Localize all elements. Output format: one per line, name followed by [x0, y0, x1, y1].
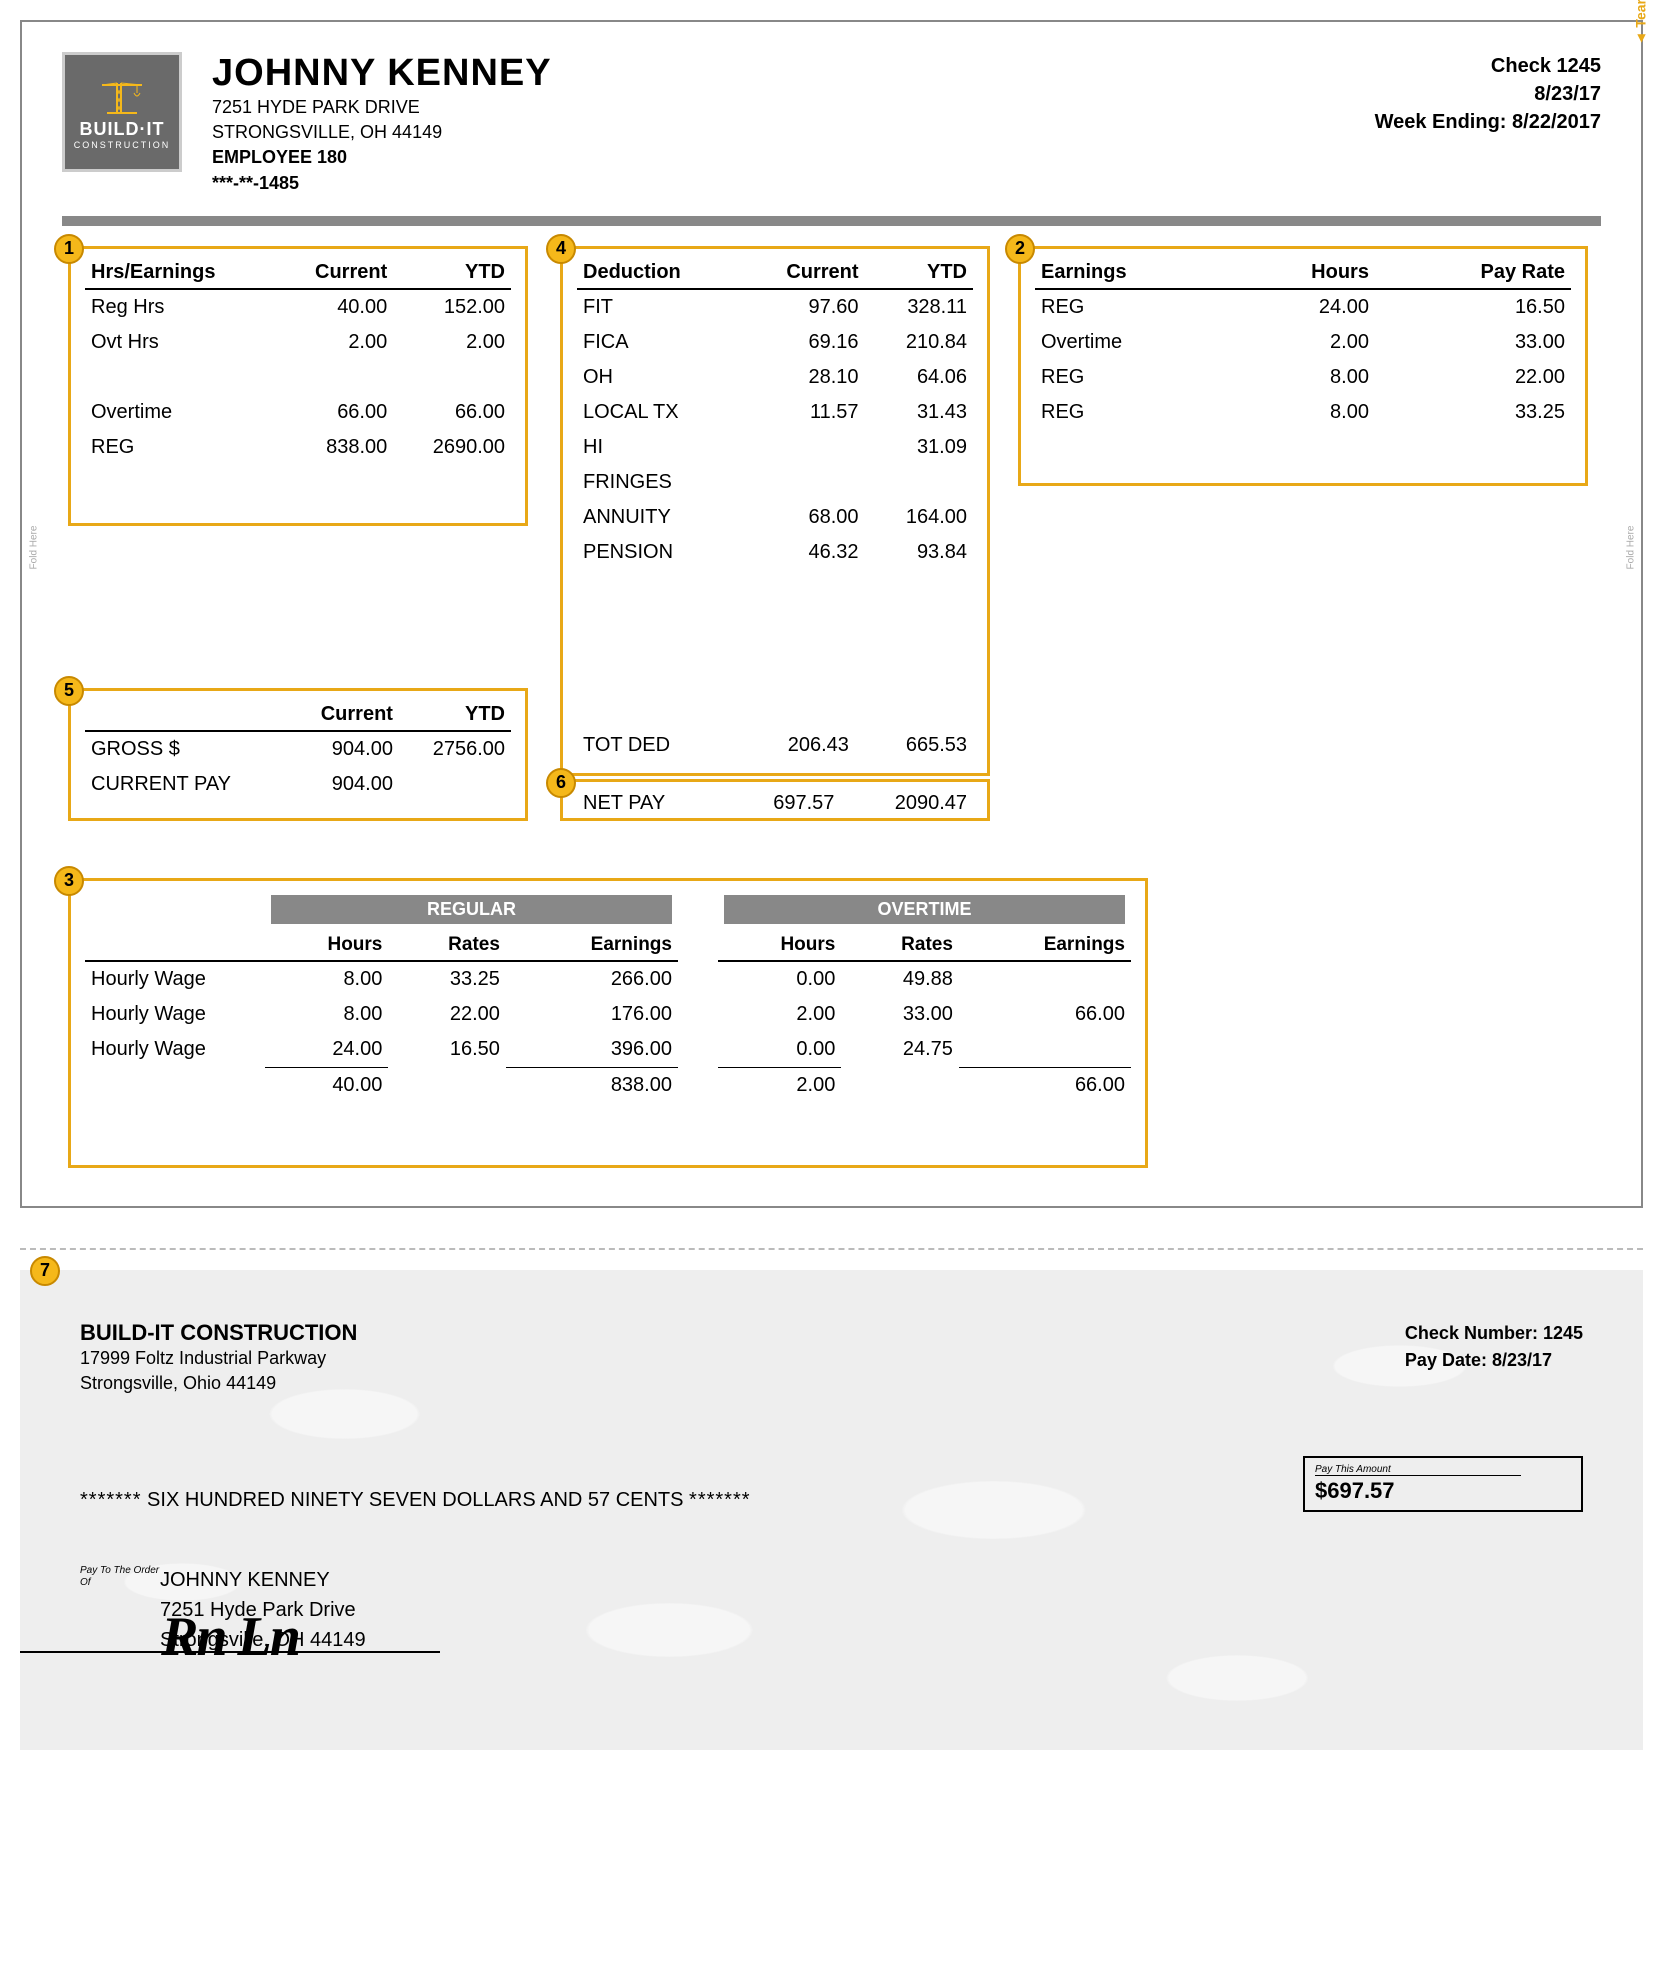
gross-table: CurrentYTD GROSS $904.002756.00 CURRENT …: [85, 699, 511, 802]
badge-6: 6: [546, 768, 576, 798]
badge-1: 1: [54, 234, 84, 264]
wage-detail-table: REGULAR OVERTIME HoursRatesEarnings Hour…: [85, 889, 1131, 1103]
overtime-section-bar: OVERTIME: [724, 895, 1125, 924]
check-number-line: Check Number: 1245: [1405, 1320, 1583, 1347]
logo-text-sub: CONSTRUCTION: [74, 140, 171, 150]
badge-7: 7: [30, 1256, 60, 1286]
amount-value: $697.57: [1315, 1478, 1521, 1504]
check-info: Check 1245 8/23/17 Week Ending: 8/22/201…: [1375, 52, 1601, 136]
fold-here-left: Fold Here: [28, 526, 39, 570]
pay-this-amount-label: Pay This Amount: [1315, 1464, 1521, 1476]
fold-here-right: Fold Here: [1626, 526, 1637, 570]
employee-name: JOHNNY KENNEY: [212, 52, 1375, 95]
check-number: Check 1245: [1375, 52, 1601, 80]
paystub-container: Fold Here Fold Here BUILD·IT CONSTRUC: [20, 20, 1643, 1208]
badge-2: 2: [1005, 234, 1035, 264]
check-date: 8/23/17: [1375, 80, 1601, 108]
netpay-table: NET PAY697.572090.47: [577, 786, 973, 821]
pay-to-label: Pay To The Order Of: [80, 1565, 160, 1589]
signature: Rn Ln: [20, 1605, 440, 1669]
crane-icon: [97, 75, 147, 115]
check-company-block: BUILD-IT CONSTRUCTION 17999 Foltz Indust…: [80, 1320, 357, 1396]
badge-3: 3: [54, 866, 84, 896]
employee-info: JOHNNY KENNEY 7251 HYDE PARK DRIVE STRON…: [212, 52, 1375, 196]
deductions-box: DeductionCurrentYTD FIT97.60328.11 FICA6…: [560, 246, 990, 776]
wage-detail-box: REGULAR OVERTIME HoursRatesEarnings Hour…: [68, 878, 1148, 1168]
company-logo: BUILD·IT CONSTRUCTION: [62, 52, 182, 172]
hrs-earnings-table: Hrs/EarningsCurrentYTD Reg Hrs40.00152.0…: [85, 257, 511, 465]
employee-id: EMPLOYEE 180: [212, 145, 1375, 170]
netpay-box: NET PAY697.572090.47: [560, 779, 990, 821]
gross-box: CurrentYTD GROSS $904.002756.00 CURRENT …: [68, 688, 528, 821]
check-company-addr2: Strongsville, Ohio 44149: [80, 1371, 357, 1396]
week-ending: Week Ending: 8/22/2017: [1375, 108, 1601, 136]
tot-ded-row: TOT DED206.43665.53: [577, 728, 973, 763]
paystub-grid: 1 Hrs/EarningsCurrentYTD Reg Hrs40.00152…: [62, 246, 1601, 1166]
employee-addr1: 7251 HYDE PARK DRIVE: [212, 95, 1375, 120]
check-paydate-line: Pay Date: 8/23/17: [1405, 1347, 1583, 1374]
payee-name: JOHNNY KENNEY: [160, 1565, 366, 1595]
check-company-addr1: 17999 Foltz Industrial Parkway: [80, 1346, 357, 1371]
amount-words: ******* SIX HUNDRED NINETY SEVEN DOLLARS…: [80, 1489, 751, 1512]
badge-4: 4: [546, 234, 576, 264]
regular-section-bar: REGULAR: [271, 895, 672, 924]
header-divider: [62, 216, 1601, 226]
employee-addr2: STRONGSVILLE, OH 44149: [212, 120, 1375, 145]
tear-here-label: ◄ Tear Here: [1632, 0, 1648, 45]
earnings-rate-table: EarningsHoursPay Rate REG24.0016.50 Over…: [1035, 257, 1571, 430]
paystub-header: BUILD·IT CONSTRUCTION JOHNNY KENNEY 7251…: [62, 52, 1601, 196]
earnings-rate-box: EarningsHoursPay Rate REG24.0016.50 Over…: [1018, 246, 1588, 486]
check-meta-block: Check Number: 1245 Pay Date: 8/23/17: [1405, 1320, 1583, 1396]
deductions-table: DeductionCurrentYTD FIT97.60328.11 FICA6…: [577, 257, 973, 570]
tear-line: [20, 1248, 1643, 1250]
signature-area: Rn Ln: [20, 1605, 440, 1653]
employee-ssn: ***-**-1485: [212, 171, 1375, 196]
hrs-earnings-box: Hrs/EarningsCurrentYTD Reg Hrs40.00152.0…: [68, 246, 528, 526]
check-company-name: BUILD-IT CONSTRUCTION: [80, 1320, 357, 1346]
logo-text-main: BUILD·IT: [80, 119, 165, 140]
badge-5: 5: [54, 676, 84, 706]
amount-box: Pay This Amount $697.57: [1303, 1456, 1583, 1512]
check-container: BUILD-IT CONSTRUCTION 17999 Foltz Indust…: [20, 1270, 1643, 1750]
